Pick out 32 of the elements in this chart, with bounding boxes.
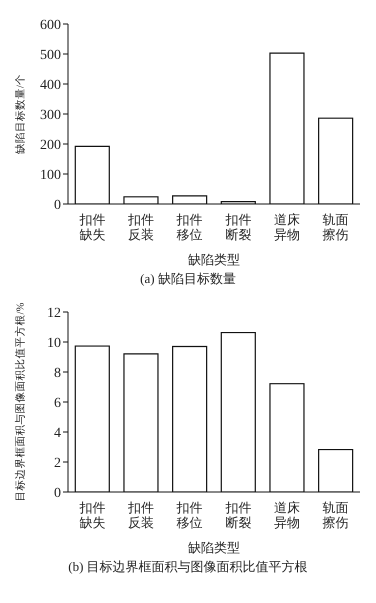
x-tick-label: 扣件断裂 — [224, 212, 252, 242]
y-tick-label: 200 — [40, 138, 61, 153]
y-tick-label: 0 — [54, 486, 61, 501]
y-tick-label: 500 — [40, 48, 61, 63]
x-tick-label: 扣件反装 — [127, 500, 154, 530]
y-tick-label: 12 — [47, 306, 61, 321]
x-tick-label: 扣件反装 — [127, 212, 154, 242]
x-axis-title: 缺陷类型 — [188, 252, 240, 267]
y-axis-title: 缺陷目标数量/个 — [14, 74, 27, 154]
y-tick-label: 400 — [40, 78, 61, 93]
y-tick-label: 6 — [54, 396, 61, 411]
x-tick-label: 扣件移位 — [176, 500, 203, 530]
x-tick-label: 轨面擦伤 — [322, 500, 349, 530]
x-axis-title: 缺陷类型 — [188, 540, 240, 555]
y-tick-label: 4 — [54, 426, 61, 441]
x-tick-label: 道床异物 — [274, 212, 300, 242]
y-tick-label: 300 — [40, 108, 61, 123]
y-tick-label: 600 — [40, 18, 61, 33]
y-tick-label: 10 — [47, 336, 61, 351]
x-tick-label: 轨面擦伤 — [322, 212, 349, 242]
y-tick-label: 8 — [54, 366, 61, 381]
text: (a) 缺陷目标数量 — [139, 270, 237, 288]
x-tick-label: 扣件缺失 — [78, 500, 106, 530]
y-axis-title: 目标边界框面积与图像面积比值平方根/% — [14, 302, 27, 502]
y-tick-label: 100 — [40, 168, 61, 183]
x-tick-label: 道床异物 — [274, 500, 300, 530]
x-tick-label: 扣件断裂 — [224, 500, 252, 530]
x-tick-label: 扣件缺失 — [78, 212, 106, 242]
y-tick-label: 2 — [54, 456, 61, 471]
x-tick-label: 扣件移位 — [176, 212, 203, 242]
text: (b) 目标边界框面积与图像面积比值平方根 — [67, 558, 309, 576]
y-tick-label: 0 — [54, 198, 61, 213]
